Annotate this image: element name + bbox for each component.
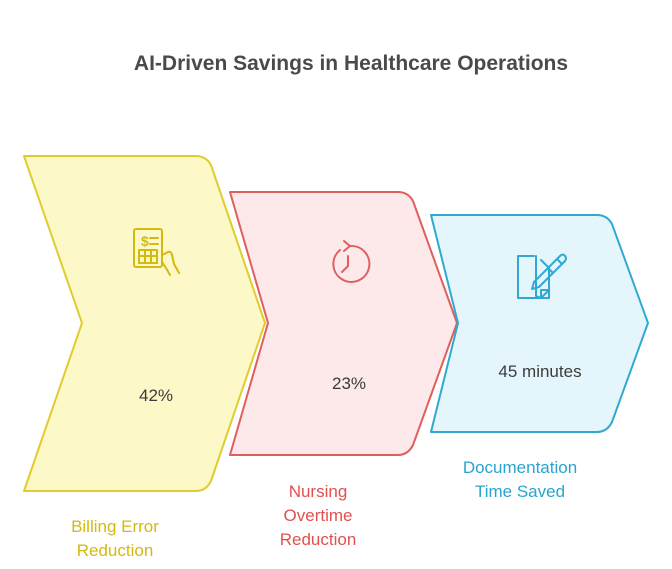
label-nursing-line-3: Reduction — [279, 530, 357, 549]
label-nursing-line-1: Nursing — [288, 482, 348, 501]
document-pen-icon — [517, 253, 567, 299]
chevron-nursing — [229, 191, 458, 456]
chevron-documentation — [430, 214, 649, 433]
label-nursing-line-2: Overtime — [283, 506, 353, 525]
value-documentation: 45 minutes — [498, 362, 582, 381]
diagram-title: AI-Driven Savings in Healthcare Operatio… — [133, 52, 569, 75]
label-documentation-line-2: Time Saved — [474, 482, 566, 501]
clock-rewind-icon — [332, 240, 371, 283]
value-billing: 42% — [138, 386, 174, 405]
label-documentation: Documentation Time Saved — [430, 456, 610, 504]
bill-calculator-icon: $ — [133, 228, 180, 276]
label-documentation-line-1: Documentation — [462, 458, 578, 477]
svg-text:$: $ — [141, 233, 149, 249]
value-nursing: 23% — [331, 374, 367, 393]
label-billing-line-2: Reduction — [76, 541, 154, 560]
label-nursing: Nursing Overtime Reduction — [243, 480, 393, 552]
label-billing: Billing Error Reduction — [40, 515, 190, 563]
label-billing-line-1: Billing Error — [71, 517, 159, 536]
chevron-billing — [23, 155, 266, 492]
